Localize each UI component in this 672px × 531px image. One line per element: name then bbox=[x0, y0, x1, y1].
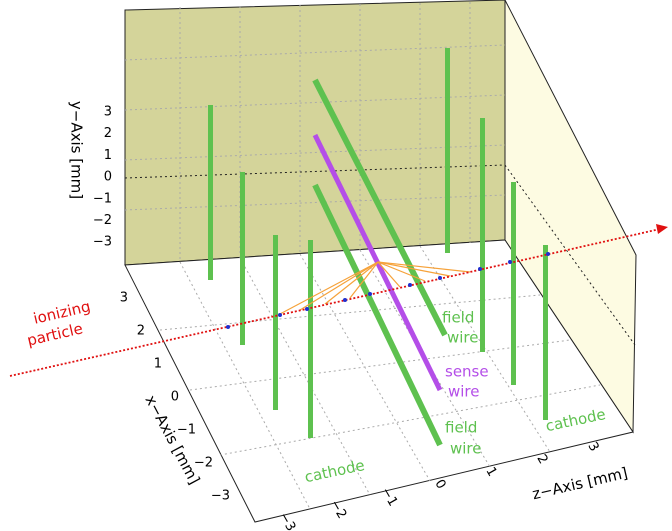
y-axis-label: y−Axis [mm] bbox=[68, 101, 86, 199]
x-tick-label: −2 bbox=[194, 456, 213, 471]
y-tick-label: −1 bbox=[93, 191, 112, 206]
x-tick-label: 1 bbox=[154, 357, 162, 372]
annotation: wire bbox=[447, 329, 479, 347]
y-tick-label: −3 bbox=[93, 235, 112, 250]
y-tick-label: 3 bbox=[104, 105, 112, 120]
annotation: wire bbox=[450, 440, 482, 458]
annotation: wire bbox=[448, 383, 480, 401]
particle-label: ionizing particle bbox=[25, 297, 92, 349]
z-axis-label: z−Axis [mm] bbox=[530, 464, 629, 503]
y-tick-label: 0 bbox=[104, 170, 112, 185]
annotation: field bbox=[442, 309, 474, 327]
y-tick-label: 2 bbox=[104, 126, 112, 141]
x-tick-label: −1 bbox=[177, 423, 196, 438]
x-tick-label: 2 bbox=[137, 324, 145, 339]
diagram: y−Axis [mm] x−Axis [mm] z−Axis [mm] ioni… bbox=[0, 0, 672, 531]
x-tick-label: 3 bbox=[120, 291, 128, 306]
annotation: sense bbox=[445, 363, 489, 381]
annotation: field bbox=[445, 419, 477, 437]
y-tick-label: −2 bbox=[93, 213, 112, 228]
x-tick-label: 0 bbox=[171, 390, 179, 405]
y-tick-label: 1 bbox=[104, 148, 112, 163]
arrowhead bbox=[656, 224, 668, 234]
x-axis-label: x−Axis [mm] bbox=[141, 392, 203, 487]
x-tick-label: −3 bbox=[211, 489, 230, 504]
